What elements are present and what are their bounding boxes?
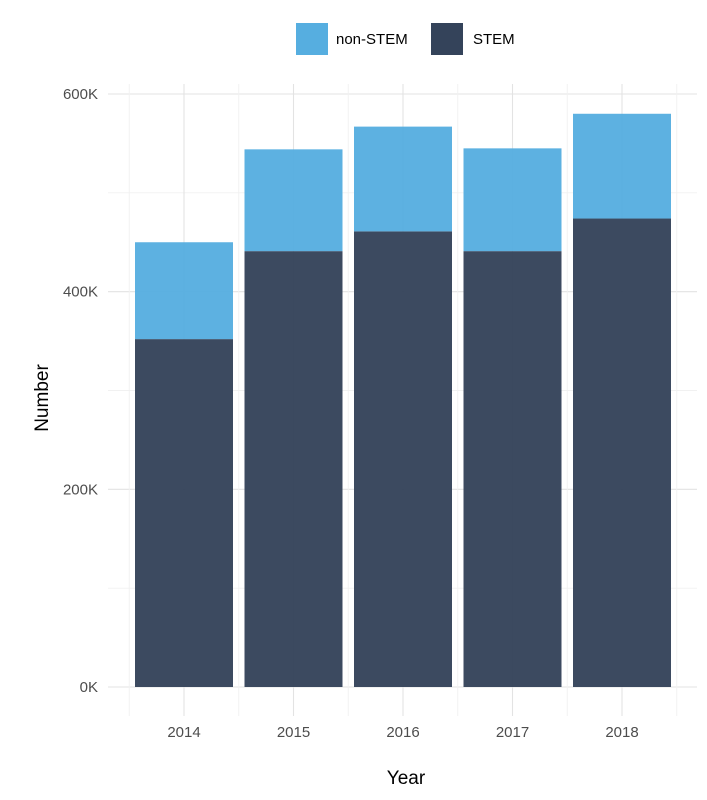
y-tick-label: 0K bbox=[80, 679, 98, 696]
bar-non-stem-2015 bbox=[244, 149, 343, 252]
bars bbox=[135, 113, 671, 687]
bar-non-stem-2016 bbox=[354, 126, 452, 232]
x-axis-title: Year bbox=[387, 768, 426, 789]
x-tick-label: 2018 bbox=[605, 724, 638, 741]
bar-stem-2016 bbox=[354, 231, 452, 687]
y-tick-label: 600K bbox=[63, 86, 98, 103]
y-axis-title: Number bbox=[32, 364, 53, 432]
x-tick-label: 2014 bbox=[167, 724, 200, 741]
bar-non-stem-2017 bbox=[463, 148, 562, 252]
legend-key-stem bbox=[431, 23, 463, 55]
y-tick-label: 200K bbox=[63, 481, 98, 498]
bar-stem-2014 bbox=[135, 339, 233, 687]
legend-key-non-stem bbox=[296, 23, 328, 55]
legend-label: non-STEM bbox=[336, 31, 408, 48]
bar-stem-2017 bbox=[463, 251, 562, 687]
bar-non-stem-2014 bbox=[135, 242, 233, 340]
bar-stem-2018 bbox=[573, 218, 671, 687]
x-tick-label: 2016 bbox=[386, 724, 419, 741]
x-tick-label: 2017 bbox=[496, 724, 529, 741]
y-tick-label: 400K bbox=[63, 284, 98, 301]
bar-non-stem-2018 bbox=[573, 113, 671, 219]
legend-label: STEM bbox=[473, 31, 515, 48]
x-axis-tick-labels: 2014 2015 2016 2017 2018 bbox=[167, 724, 638, 741]
bar-stem-2015 bbox=[244, 251, 343, 687]
y-axis-tick-labels: 0K 200K 400K 600K bbox=[63, 86, 98, 696]
x-tick-label: 2015 bbox=[277, 724, 310, 741]
legend: non-STEM STEM bbox=[296, 23, 515, 55]
